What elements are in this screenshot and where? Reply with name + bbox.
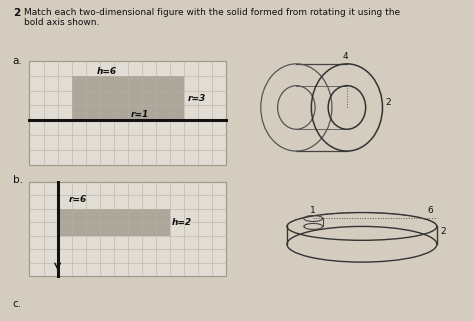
Text: 1: 1	[310, 205, 316, 214]
Text: 4: 4	[342, 52, 348, 61]
Text: r=1: r=1	[131, 110, 149, 119]
Text: 2: 2	[385, 98, 391, 107]
Text: a.: a.	[13, 56, 22, 66]
Text: r=6: r=6	[69, 195, 87, 204]
Bar	[29, 182, 226, 276]
Text: b.: b.	[13, 175, 23, 185]
Bar	[287, 226, 437, 244]
Text: Match each two-dimensional figure with the solid formed from rotating it using t: Match each two-dimensional figure with t…	[24, 8, 400, 17]
Text: bold axis shown.: bold axis shown.	[24, 18, 99, 27]
Bar	[29, 61, 226, 165]
Text: c.: c.	[13, 299, 22, 309]
Text: r=3: r=3	[188, 93, 207, 102]
Text: 2: 2	[440, 227, 446, 236]
Text: h=2: h=2	[171, 218, 191, 227]
Bar	[57, 209, 170, 236]
Text: h=6: h=6	[97, 67, 117, 76]
Bar	[72, 76, 184, 120]
Text: 6: 6	[428, 205, 433, 214]
Bar	[304, 219, 323, 226]
Text: 2: 2	[13, 8, 20, 18]
